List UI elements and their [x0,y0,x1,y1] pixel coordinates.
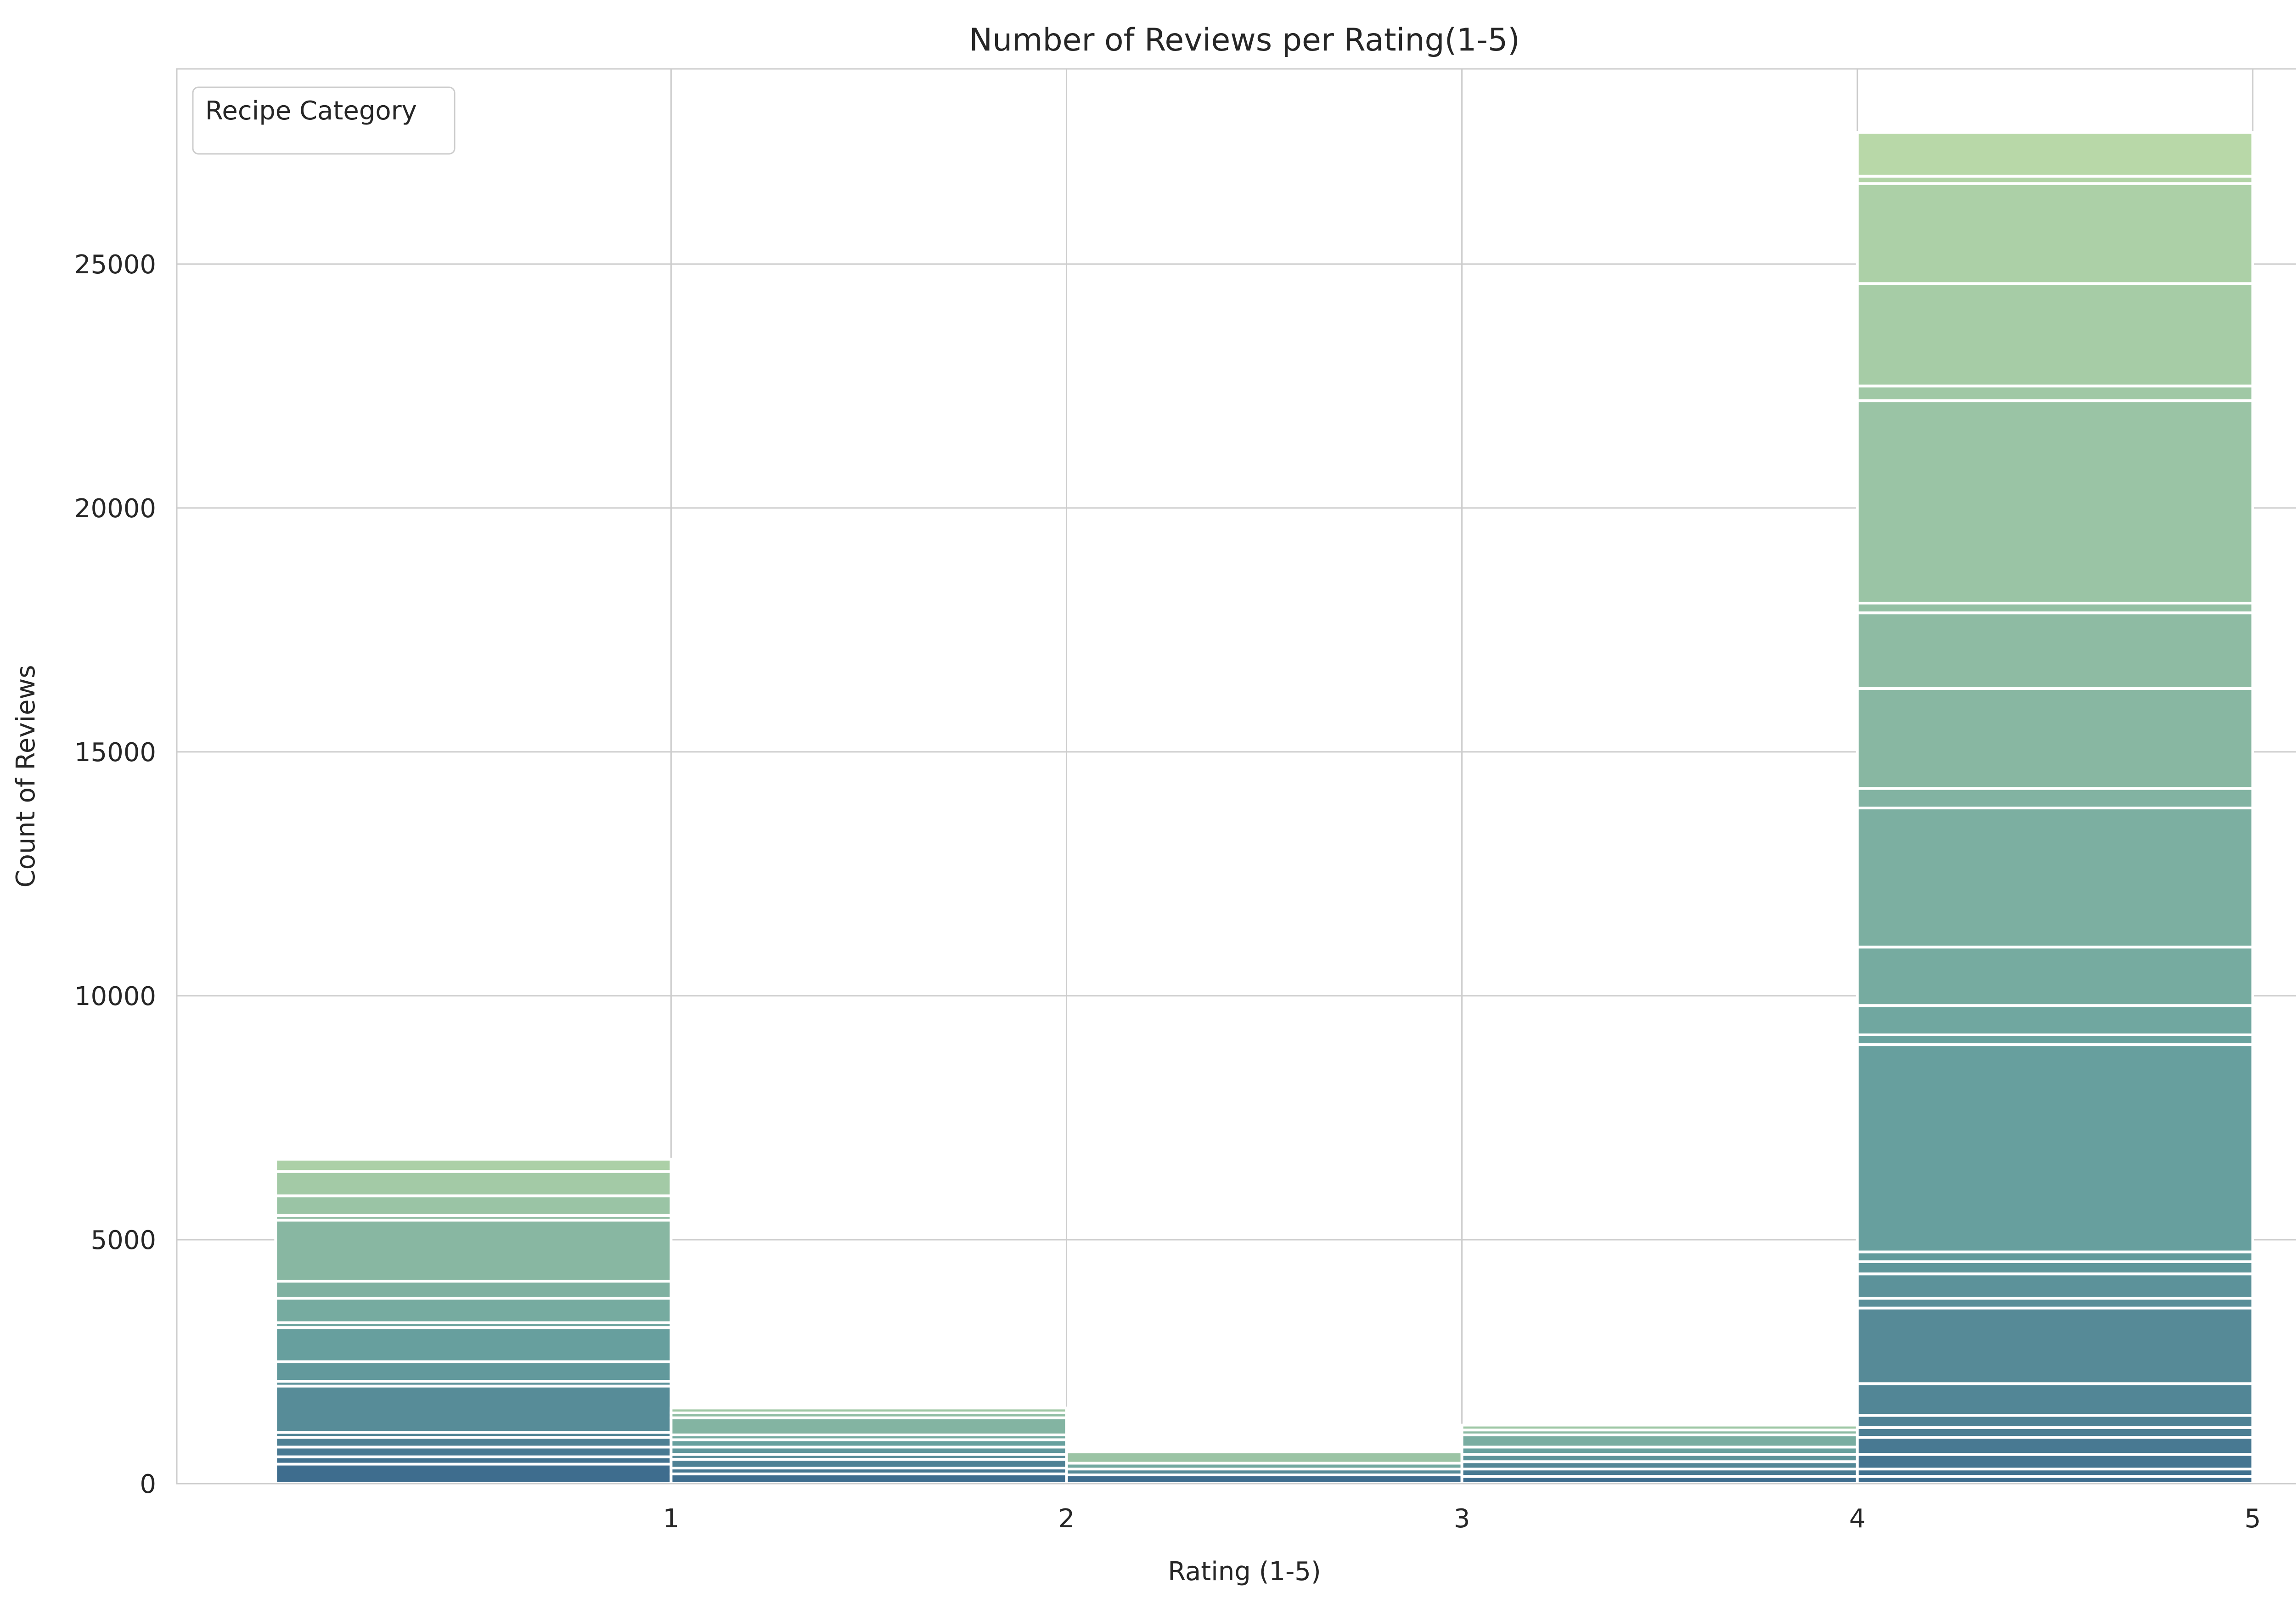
bar-segment [1856,807,2254,949]
bar-segment [274,1158,673,1173]
legend-title: Recipe Category [205,96,417,126]
bar-segment [1856,687,2254,790]
bar-segment [1856,1297,2254,1310]
plot-frame [176,68,2296,1485]
bar-segment [1856,1033,2254,1046]
bar-segment [274,1463,673,1485]
bar-segment [1856,399,2254,604]
x-tick-label: 5 [2245,1504,2261,1534]
legend: Recipe Category [192,86,456,155]
bar-segment [670,1406,1068,1415]
bar-segment [274,1360,673,1383]
bar-segment [1856,1260,2254,1276]
bar-segment [1856,384,2254,402]
bar-segment [1065,1450,1463,1465]
bar-segment [1856,1426,2254,1439]
bar-segment [274,1170,673,1197]
bar-segment [670,1416,1068,1436]
bar-segment [274,1194,673,1217]
legend-box [192,86,456,155]
bar-segment [274,1297,673,1324]
bar-segment [1856,1453,2254,1471]
x-tick-label: 4 [1849,1504,1866,1534]
bar-segment [1856,282,2254,388]
y-tick-label: 25000 [74,250,156,280]
bar-segment [1856,182,2254,285]
bar-bin-4 [1460,1423,1859,1485]
bar-segment [1856,1382,2254,1417]
bar-segment [1856,787,2254,810]
bar-segment [274,1436,673,1449]
y-tick-label: 15000 [74,738,156,768]
bar-segment [1856,1004,2254,1036]
bar-segment [274,1219,673,1283]
bar-segment [670,1472,1068,1485]
bar-segment [274,1280,673,1300]
x-tick-label: 1 [663,1504,680,1534]
x-tick-label: 2 [1058,1504,1075,1534]
bar-bin-5 [1856,131,2254,1485]
bar-segment [1856,1306,2254,1385]
x-tick-label: 3 [1454,1504,1470,1534]
y-tick-label: 20000 [74,494,156,524]
y-axis-title: Count of Reviews [11,665,41,888]
bar-segment [1856,601,2254,615]
chart-title: Number of Reviews per Rating(1-5) [969,22,1520,58]
bar-segment [274,1384,673,1434]
bar-bin-3 [1065,1450,1463,1485]
bar-segment [1856,611,2254,690]
bar-segment [1856,1436,2254,1456]
bar-segment [1856,1250,2254,1263]
y-tick-label: 5000 [90,1226,156,1255]
bar-bin-2 [670,1406,1068,1485]
x-tick-labels: 1 2 3 4 5 [663,1504,2261,1534]
bar-segment [1460,1423,1859,1432]
bar-segment [1856,1414,2254,1429]
bar-segment [1460,1433,1859,1449]
y-tick-label: 10000 [74,982,156,1011]
bar-segment [1856,945,2254,1007]
bar-segment [274,1326,673,1363]
x-axis-title: Rating (1-5) [1168,1557,1321,1587]
bar-segment [274,1446,673,1458]
y-tick-label: 0 [140,1469,156,1499]
bar-segment [1856,131,2254,178]
bar-segment [1856,1043,2254,1254]
bar-segment [1856,1272,2254,1300]
y-tick-labels: 0 5000 10000 15000 20000 25000 [74,250,156,1499]
bar-bin-1 [274,1158,673,1485]
